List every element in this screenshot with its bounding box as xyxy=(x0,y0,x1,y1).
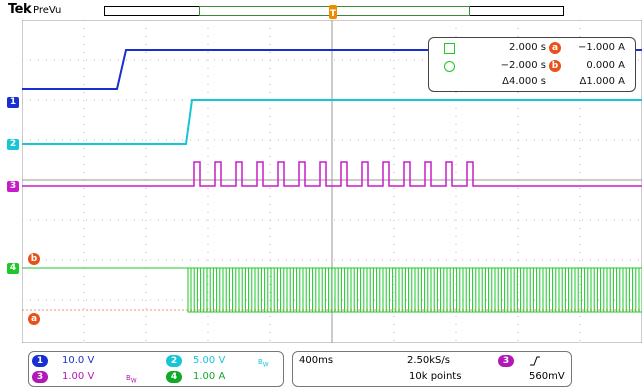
ch2-position-marker[interactable]: 2 xyxy=(7,139,19,150)
record-points: 10k points xyxy=(409,371,462,382)
ch2-bandwidth-limit-icon: BW xyxy=(258,358,269,369)
vertical-settings-panel[interactable]: 1 10.0 V 3 1.00 V BW 2 5.00 V BW 4 1.00 … xyxy=(28,351,284,387)
cursor-a-badge: a xyxy=(549,42,561,54)
cursor-b-badge: b xyxy=(549,60,561,72)
ch2-chip[interactable]: 2 xyxy=(166,355,182,367)
rising-edge-icon[interactable] xyxy=(529,355,541,367)
svg-text:T: T xyxy=(330,9,337,19)
ch1-scale[interactable]: 10.0 V xyxy=(62,355,95,366)
cursor-b-time: −2.000 s xyxy=(500,60,546,71)
ch1-waveform xyxy=(22,49,642,90)
trigger-position-icon[interactable]: T xyxy=(326,4,340,24)
cursor-readout-panel: 2.000 s −2.000 s Δ4.000 s a b −1.000 A 0… xyxy=(428,37,636,92)
circle-cursor-icon xyxy=(444,61,455,72)
ch3-bandwidth-limit-icon: BW xyxy=(126,374,137,385)
ch3-chip[interactable]: 3 xyxy=(32,371,48,383)
square-cursor-icon xyxy=(444,43,455,54)
ch1-position-marker[interactable]: 1 xyxy=(7,97,19,108)
acquisition-mode-label: PreVu xyxy=(33,5,62,16)
ch2-scale[interactable]: 5.00 V xyxy=(193,355,226,366)
ch4-chip[interactable]: 4 xyxy=(166,371,182,383)
ch2-waveform xyxy=(22,99,642,145)
sample-rate: 2.50kS/s xyxy=(407,355,450,366)
ch3-scale[interactable]: 1.00 V xyxy=(62,371,95,382)
ch4-scale[interactable]: 1.00 A xyxy=(193,371,226,382)
ch3-waveform xyxy=(22,161,642,187)
tek-logo: Tek xyxy=(8,2,32,17)
cursor-a-marker[interactable]: a xyxy=(28,313,40,325)
cursor-a-value: −1.000 A xyxy=(577,42,625,53)
status-bar: 1 10.0 V 3 1.00 V BW 2 5.00 V BW 4 1.00 … xyxy=(0,349,642,392)
trigger-source-chip[interactable]: 3 xyxy=(498,355,514,367)
ch1-chip[interactable]: 1 xyxy=(32,355,48,367)
cursor-b-value: 0.000 A xyxy=(586,60,625,71)
horizontal-scale[interactable]: 400ms xyxy=(299,355,334,366)
horizontal-trigger-panel[interactable]: 400ms 2.50kS/s 10k points 3 560mV xyxy=(292,351,572,387)
cursor-a-time: 2.000 s xyxy=(508,42,546,53)
delta-time: Δ4.000 s xyxy=(502,76,546,87)
trigger-level[interactable]: 560mV xyxy=(529,371,565,382)
ch4-waveform xyxy=(22,267,189,312)
delta-value: Δ1.000 A xyxy=(579,76,626,87)
ch3-position-marker[interactable]: 3 xyxy=(7,181,19,192)
ch4-position-marker[interactable]: 4 xyxy=(7,263,19,274)
cursor-b-marker[interactable]: b xyxy=(28,253,40,265)
waveform-graticule xyxy=(22,20,642,343)
